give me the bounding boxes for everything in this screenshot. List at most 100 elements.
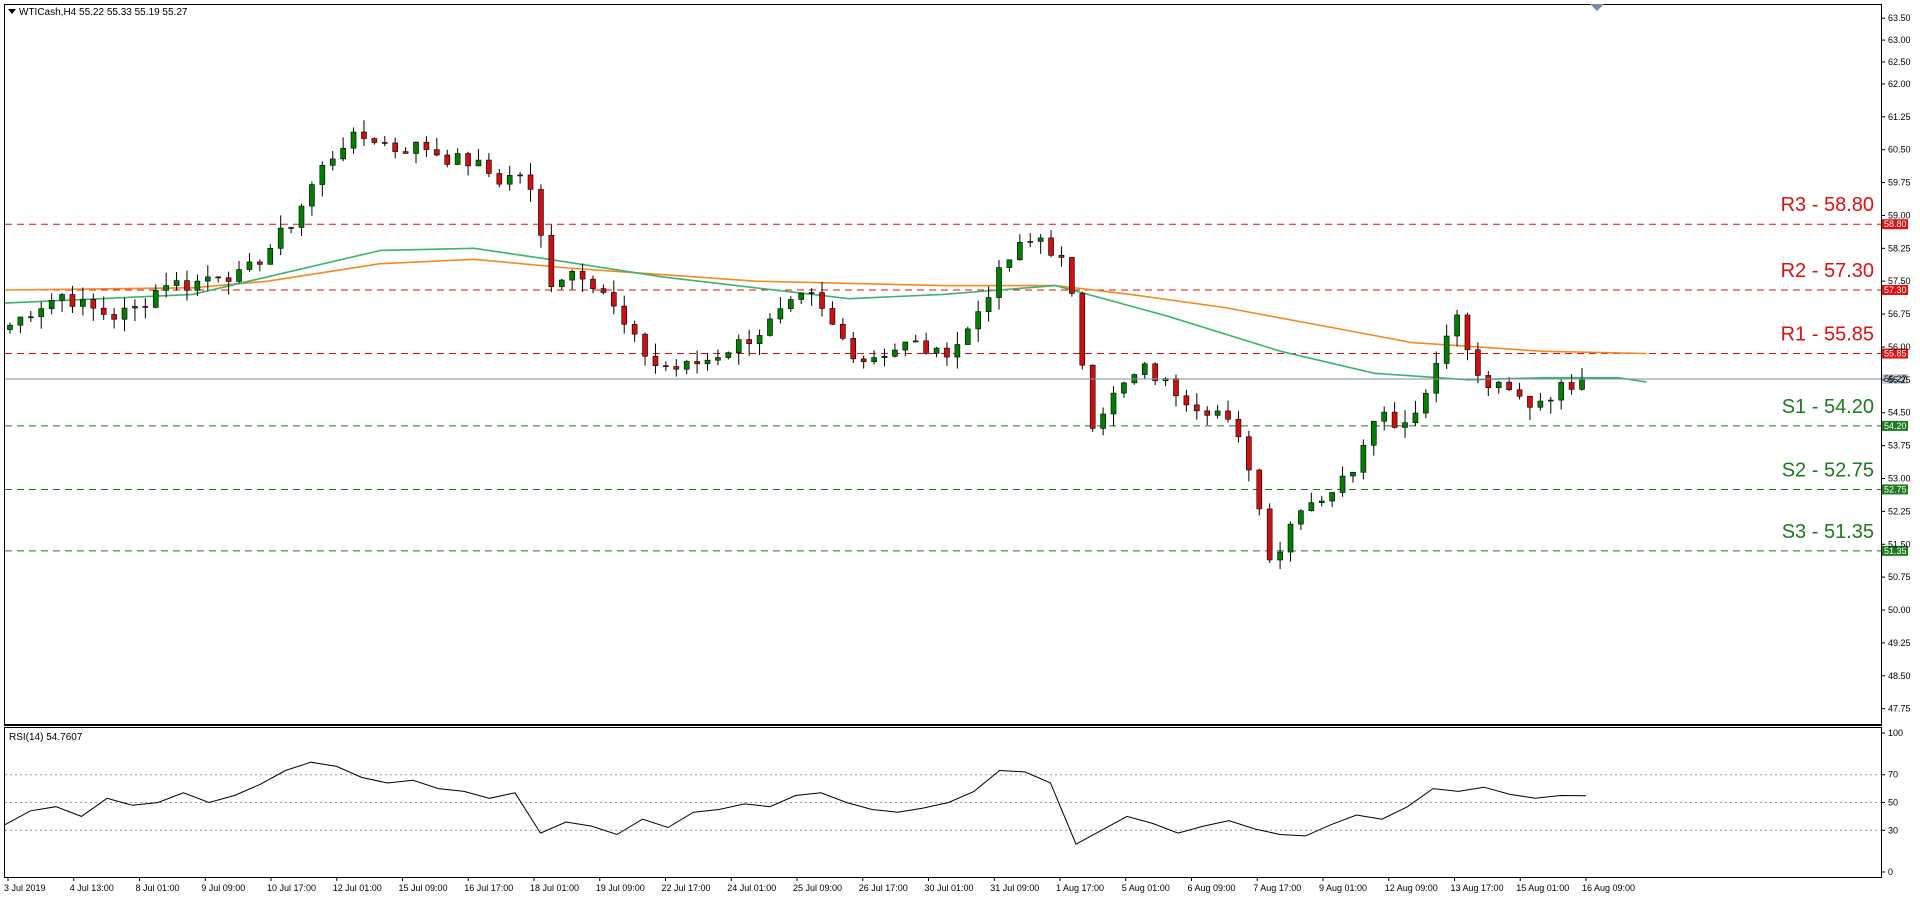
price-tick-label: 57.50	[1888, 276, 1911, 286]
bull-candle	[715, 357, 721, 361]
header-symbol-group: WTICash,H4 55.22 55.33 55.19 55.27	[8, 7, 188, 18]
time-tick-label: 12 Jul 01:00	[333, 883, 382, 893]
level-price-badge	[1882, 348, 1908, 359]
bear-candle	[590, 278, 596, 289]
level-price-badge-text: 55.85	[1884, 349, 1907, 359]
bear-candle	[1048, 237, 1054, 256]
rsi-tick-label: 70	[1888, 770, 1898, 780]
bear-candle	[1194, 404, 1200, 412]
bear-candle	[111, 314, 117, 320]
bull-candle	[1214, 410, 1221, 416]
bull-candle	[1121, 382, 1127, 394]
level-price-badge	[1882, 284, 1908, 295]
time-tick-label: 1 Aug 17:00	[1056, 883, 1104, 893]
time-tick-label: 9 Aug 01:00	[1319, 883, 1367, 893]
bear-candle	[944, 347, 950, 358]
price-tick-label: 62.00	[1888, 79, 1911, 89]
time-tick-label: 13 Aug 17:00	[1451, 883, 1504, 893]
bull-candle	[1100, 413, 1106, 429]
bear-candle	[1246, 436, 1252, 471]
bear-candle	[215, 276, 222, 279]
bull-candle	[1287, 523, 1294, 553]
main-chart-frame	[4, 4, 1882, 726]
price-tick-label: 48.50	[1888, 671, 1911, 681]
level-label: R1 - 55.85	[1781, 324, 1874, 346]
bull-candle	[558, 279, 565, 287]
time-tick-label: 4 Jul 13:00	[70, 883, 114, 893]
bear-candle	[225, 277, 232, 282]
bear-candle	[381, 142, 388, 144]
bull-candle	[59, 294, 65, 301]
bull-candle	[236, 269, 242, 282]
candles	[7, 120, 1585, 570]
bull-candle	[80, 299, 86, 307]
bear-candle	[184, 280, 190, 291]
bull-candle	[454, 153, 461, 165]
bull-candle	[1350, 471, 1356, 477]
chart-shift-marker[interactable]	[1590, 4, 1604, 11]
bull-candle	[1037, 237, 1044, 242]
bear-candle	[1464, 314, 1471, 351]
bear-candle	[1069, 257, 1075, 294]
level-price-badge-text: 58.80	[1884, 219, 1907, 229]
symbol-info: WTICash,H4 55.22 55.33 55.19 55.27	[19, 7, 188, 18]
bull-candle	[892, 349, 898, 357]
bull-candle	[173, 280, 180, 286]
bull-candle	[132, 306, 138, 309]
price-tick-label: 53.75	[1888, 441, 1911, 451]
bull-candle	[288, 227, 294, 229]
price-tick-label: 59.00	[1888, 210, 1911, 220]
rsi-line	[4, 761, 1587, 845]
bull-candle	[569, 270, 575, 281]
ma-slow-line	[4, 258, 1647, 355]
time-tick-label: 9 Jul 09:00	[201, 883, 245, 893]
price-tick-label: 56.00	[1888, 342, 1911, 352]
bull-candle	[996, 267, 1002, 298]
bull-candle	[1318, 500, 1325, 503]
price-tick-label: 47.75	[1888, 704, 1911, 714]
bull-candle	[350, 131, 357, 149]
bear-candle	[1475, 349, 1481, 376]
time-tick-label: 15 Aug 01:00	[1516, 883, 1569, 893]
bull-candle	[1360, 444, 1367, 473]
bear-candle	[850, 338, 857, 360]
bear-candle	[142, 306, 149, 308]
bear-candle	[1079, 293, 1086, 366]
bear-candle	[1235, 418, 1242, 438]
bear-candle	[423, 141, 430, 150]
bull-candle	[246, 261, 253, 270]
level-label: R2 - 57.30	[1781, 260, 1874, 282]
bear-candle	[90, 299, 97, 309]
price-tick-label: 53.00	[1888, 473, 1911, 483]
bull-candle	[1443, 335, 1450, 364]
bear-candle	[621, 305, 628, 325]
bull-candle	[787, 299, 794, 310]
rsi-tick-label: 100	[1888, 728, 1903, 738]
price-tick-label: 63.50	[1888, 13, 1911, 23]
bull-candle	[319, 165, 326, 185]
bull-candle	[1412, 412, 1419, 424]
level-price-badge	[1882, 484, 1908, 495]
bull-candle	[329, 158, 336, 166]
bear-candle	[371, 138, 378, 143]
bear-candle	[1089, 364, 1096, 429]
price-tick-label: 60.50	[1888, 145, 1911, 155]
bull-candle	[1381, 411, 1387, 422]
bear-candle	[1225, 410, 1231, 420]
price-tick-label: 50.00	[1888, 605, 1911, 615]
bull-candle	[1308, 502, 1315, 511]
price-tick-label: 51.50	[1888, 539, 1911, 549]
bear-candle	[392, 142, 398, 152]
time-axis-labels: 3 Jul 2019 4 Jul 13:00 8 Jul 01:00 9 Jul 09…	[4, 877, 1635, 893]
bull-candle	[1027, 241, 1034, 243]
bull-candle	[964, 328, 971, 345]
bull-candle	[17, 316, 24, 326]
bear-candle	[1527, 395, 1533, 408]
time-tick-label: 22 Jul 17:00	[662, 883, 711, 893]
bull-candle	[1537, 400, 1544, 408]
bull-candle	[152, 289, 159, 308]
bull-candle	[912, 340, 919, 343]
bear-candle	[1183, 395, 1190, 406]
bull-candle	[48, 299, 55, 309]
time-tick-label: 26 Jul 17:00	[859, 883, 908, 893]
